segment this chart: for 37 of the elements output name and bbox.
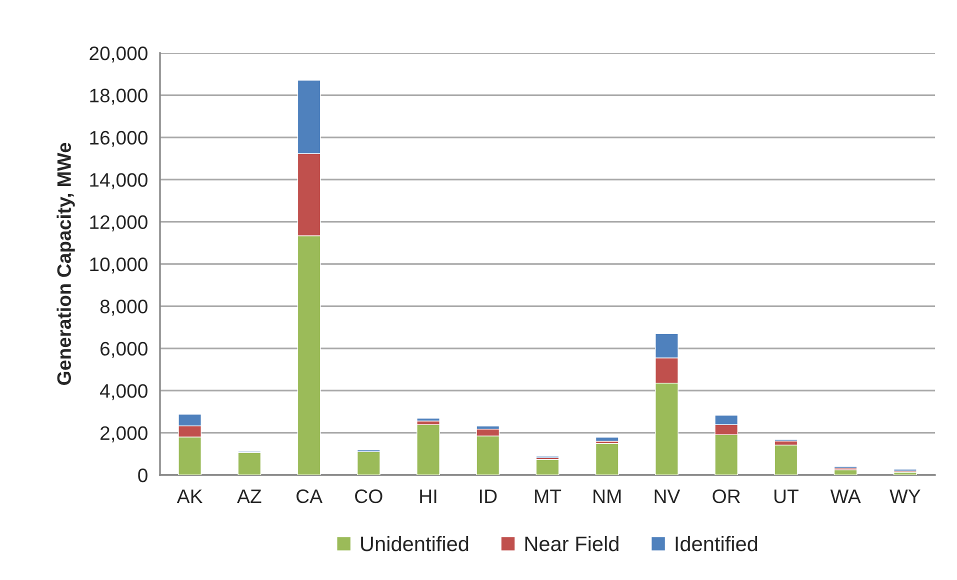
x-tick-label: HI — [420, 490, 436, 503]
bar — [595, 443, 619, 475]
y-tick-label: 12,000 — [90, 215, 148, 232]
bar — [536, 459, 560, 475]
bar — [416, 424, 440, 475]
y-tick-label: 10,000 — [90, 257, 148, 274]
bar — [595, 436, 619, 442]
x-tick-label: AK — [176, 490, 203, 503]
y-tick-label: 8,000 — [100, 300, 148, 316]
y-tick-label: 4,000 — [100, 384, 148, 400]
y-axis-title: Generation Capacity, MWe — [56, 142, 75, 385]
x-tick-label: OR — [712, 489, 740, 504]
y-tick-label: 16,000 — [90, 130, 148, 147]
bar — [238, 452, 262, 475]
y-tick-label: 6,000 — [100, 342, 148, 358]
x-tick-label: WY — [890, 490, 920, 503]
x-tick-label: WA — [830, 490, 861, 503]
x-tick-label: NV — [654, 490, 680, 503]
bar — [834, 469, 858, 475]
x-tick-label: MT — [535, 490, 562, 503]
x-tick-label: AZ — [237, 490, 262, 503]
legend-label: Unidentified — [361, 536, 468, 552]
x-tick-label: CA — [296, 489, 323, 504]
x-tick-label: UT — [774, 490, 798, 504]
y-tick-label: 18,000 — [90, 88, 148, 105]
bar — [416, 418, 440, 422]
bar — [356, 451, 380, 475]
y-tick-label: 20,000 — [90, 46, 148, 63]
legend-label: Near Field — [525, 536, 618, 552]
y-tick-label: 2,000 — [100, 426, 148, 442]
y-tick-label: 0 — [138, 468, 148, 482]
x-tick-label: ID — [480, 490, 497, 503]
x-tick-label: NM — [594, 490, 621, 503]
bar — [774, 444, 798, 475]
y-tick-label: 14,000 — [90, 173, 148, 190]
x-tick-label: CO — [355, 489, 382, 504]
legend-label: Identified — [676, 536, 758, 552]
